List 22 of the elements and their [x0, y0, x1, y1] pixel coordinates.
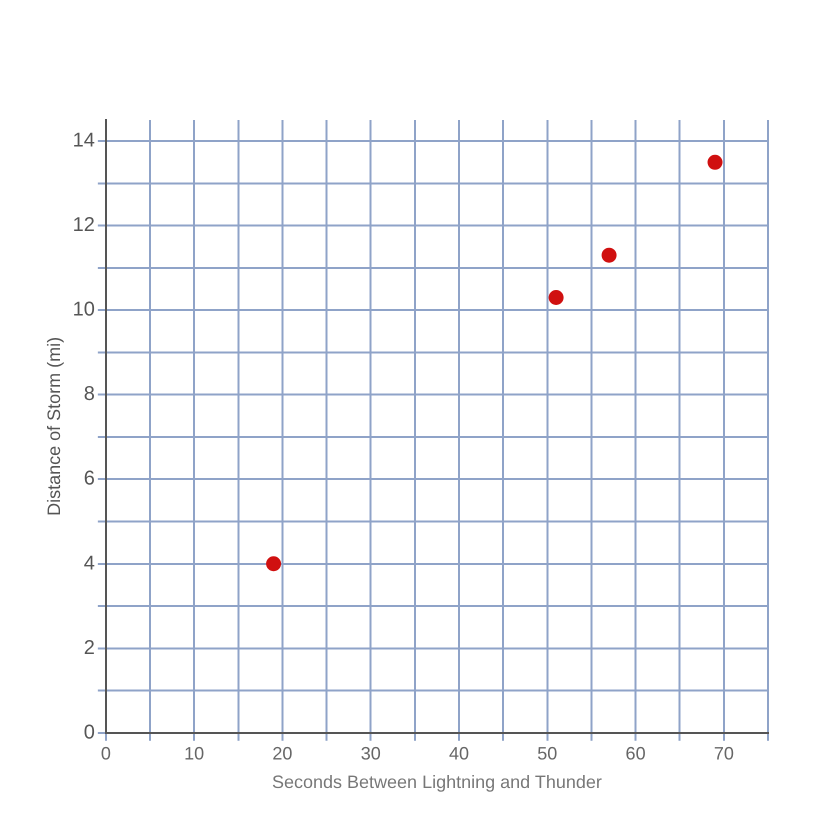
- x-tick-label: 40: [448, 744, 470, 764]
- y-tick-label: 6: [84, 468, 95, 490]
- x-tick-label: 70: [714, 744, 734, 764]
- point: [548, 290, 564, 305]
- x-axis-title: Seconds Between Lightning and Thunder: [272, 772, 602, 792]
- x-tick-label: 30: [360, 744, 381, 764]
- y-tick-label: 2: [84, 636, 95, 659]
- x-tick-label: 10: [184, 744, 204, 764]
- x-tick-label: 60: [626, 744, 646, 764]
- y-axis-title: Distance of Storm (mi): [44, 336, 64, 516]
- x-tick-label: 50: [537, 744, 558, 764]
- point: [708, 154, 723, 170]
- y-tick-label: 12: [72, 214, 95, 236]
- y-tick-label: 14: [72, 130, 95, 152]
- point: [266, 556, 282, 572]
- y-tick-label: 4: [84, 552, 95, 574]
- y-tick-label: 0: [84, 721, 95, 744]
- y-tick-label: 8: [84, 383, 95, 406]
- x-tick-label: 0: [100, 744, 111, 764]
- point: [602, 248, 617, 263]
- x-tick-label: 20: [272, 744, 292, 764]
- y-tick-label: 10: [72, 298, 95, 321]
